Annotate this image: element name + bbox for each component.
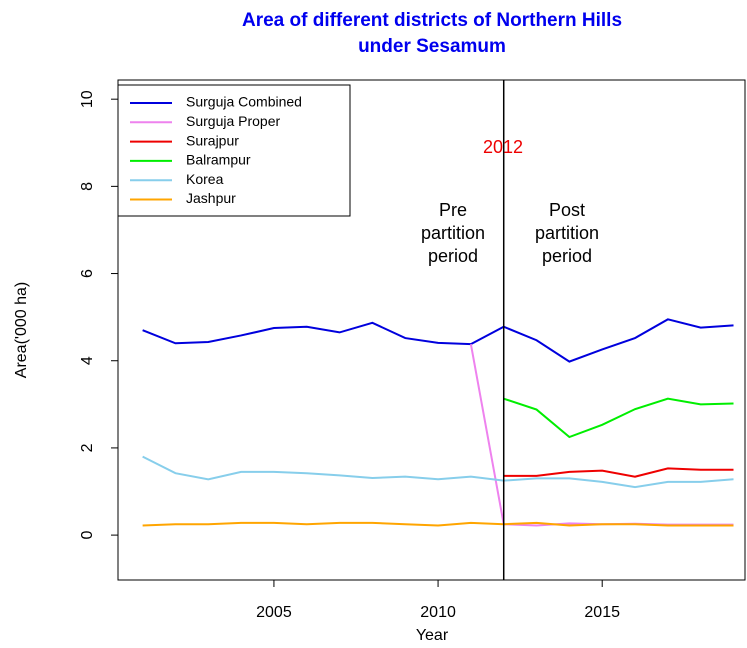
legend-label: Surguja Combined (186, 94, 302, 110)
y-tick-label: 8 (79, 182, 96, 191)
x-tick-label: 2005 (256, 604, 292, 621)
legend-label: Surguja Proper (186, 113, 281, 129)
annotation: Post (549, 200, 585, 220)
series-line (142, 455, 734, 489)
annotation: Pre (439, 200, 467, 220)
annotation: partition (421, 223, 485, 243)
annotation: partition (535, 223, 599, 243)
legend-label: Jashpur (186, 190, 236, 206)
chart-title: under Sesamum (358, 36, 506, 57)
x-tick-label: 2010 (420, 604, 456, 621)
legend-label: Korea (186, 171, 224, 187)
x-tick-label: 2015 (584, 604, 620, 621)
x-axis-label: Year (416, 627, 449, 644)
annotation: period (542, 246, 592, 266)
series-line (503, 467, 734, 478)
y-axis-label: Area('000 ha) (13, 282, 30, 378)
chart-title: Area of different districts of Northern … (242, 10, 622, 31)
series-line (142, 521, 734, 527)
y-tick-label: 0 (79, 531, 96, 540)
annotation: period (428, 246, 478, 266)
y-tick-label: 4 (79, 356, 96, 365)
series-line (503, 397, 734, 439)
y-tick-label: 10 (79, 90, 96, 108)
legend-label: Surajpur (186, 132, 239, 148)
y-tick-label: 2 (79, 443, 96, 452)
legend-box (117, 84, 351, 217)
series-line (142, 318, 734, 363)
annotation: 2012 (483, 137, 523, 157)
legend-label: Balrampur (186, 152, 251, 168)
series-line (469, 343, 734, 527)
y-tick-label: 6 (79, 269, 96, 278)
